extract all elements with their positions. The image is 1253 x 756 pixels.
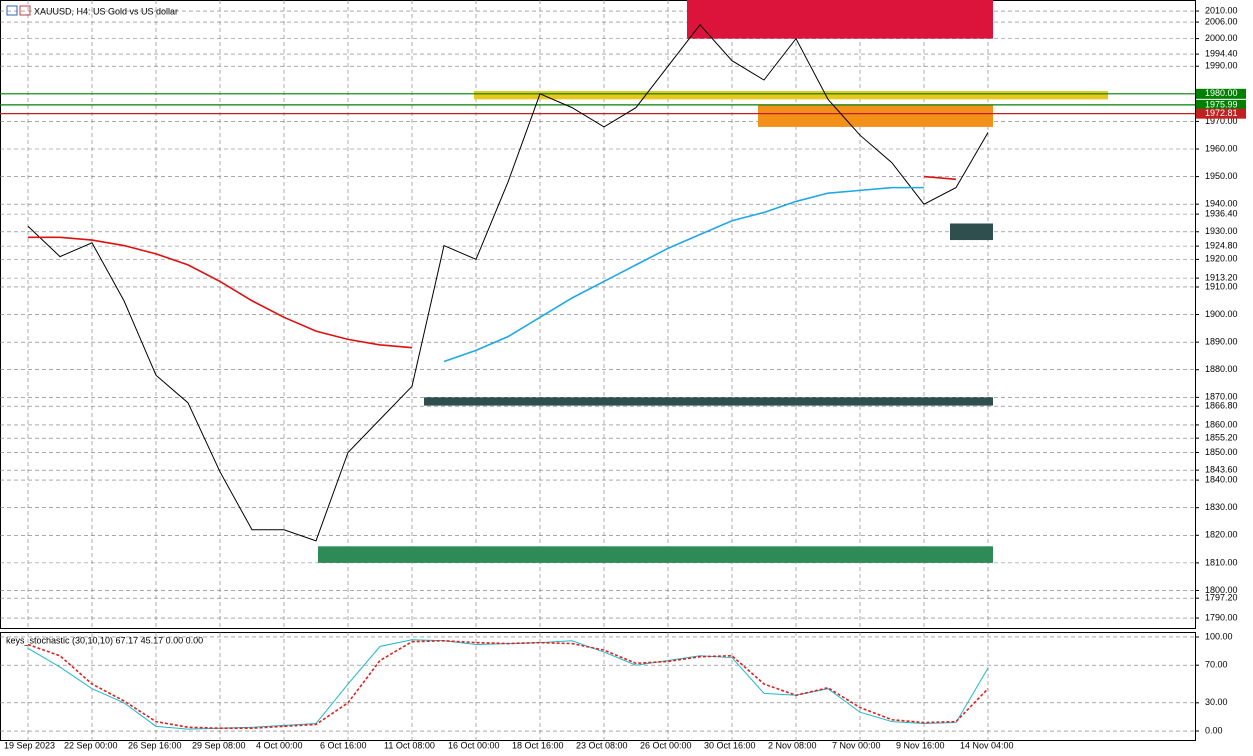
y-tick-label: 2006.00	[1205, 16, 1238, 26]
x-tick-label: 11 Oct 08:00	[384, 740, 435, 750]
y-tick-label: 1840.00	[1205, 474, 1238, 484]
series-line	[27, 639, 989, 730]
y-tick-label: 2010.00	[1205, 5, 1238, 15]
y-tick-label: 1994.40	[1205, 48, 1238, 58]
y-tick-label: 1920.00	[1205, 254, 1238, 264]
y-tick-label: 30.00	[1205, 697, 1228, 707]
x-tick-label: 14 Nov 04:00	[960, 740, 1014, 750]
x-tick-label: 29 Sep 08:00	[192, 740, 246, 750]
indicator-title: keys_stochastic (30,10,10) 67.17 45.17 0…	[6, 635, 203, 645]
level-tag	[1196, 88, 1246, 99]
zone	[474, 91, 1108, 100]
y-tick-label: 1990.00	[1205, 61, 1238, 71]
y-tick-label: 1870.00	[1205, 392, 1238, 402]
y-tick-label: 1866.80	[1205, 401, 1238, 411]
series-line	[443, 186, 924, 363]
x-tick-label: 16 Oct 00:00	[448, 740, 500, 750]
x-tick-label: 23 Oct 08:00	[576, 740, 628, 750]
icon	[6, 5, 18, 16]
level-tag	[1196, 108, 1246, 119]
zone	[424, 397, 993, 406]
x-tick-label: 7 Nov 00:00	[832, 740, 881, 750]
x-tick-label: 26 Oct 00:00	[640, 740, 692, 750]
y-tick-label: 1960.00	[1205, 143, 1238, 153]
x-tick-label: 30 Oct 16:00	[704, 740, 756, 750]
series-line	[28, 236, 413, 349]
y-tick-label: 1950.00	[1205, 171, 1238, 181]
y-tick-label: 1900.00	[1205, 309, 1238, 319]
x-tick-label: 26 Sep 16:00	[128, 740, 182, 750]
y-tick-label: 2000.00	[1205, 33, 1238, 43]
y-tick-label: 1800.00	[1205, 585, 1238, 595]
y-tick-label: 1830.00	[1205, 502, 1238, 512]
series-line	[27, 24, 989, 542]
icon	[19, 5, 31, 16]
zone	[687, 0, 993, 39]
level-tag	[1196, 99, 1246, 110]
y-tick-label: 1913.20	[1205, 273, 1238, 283]
chart-title: XAUUSD, H4: US Gold vs US dollar	[34, 6, 178, 16]
y-tick-label: 1820.00	[1205, 530, 1238, 540]
y-tick-label: 1860.00	[1205, 419, 1238, 429]
zone	[318, 546, 993, 563]
x-tick-label: 4 Oct 00:00	[256, 740, 303, 750]
level-label: 1980.00	[1205, 88, 1238, 98]
x-tick-label: 9 Nov 16:00	[896, 740, 945, 750]
y-tick-label: 70.00	[1205, 660, 1228, 670]
y-tick-label: 1855.20	[1205, 433, 1238, 443]
series-line	[923, 175, 957, 181]
y-tick-label: 1910.00	[1205, 281, 1238, 291]
y-tick-label: 1810.00	[1205, 557, 1238, 567]
y-tick-label: 1843.60	[1205, 465, 1238, 475]
y-tick-label: 1930.00	[1205, 226, 1238, 236]
zone	[758, 104, 993, 127]
y-tick-label: 1936.40	[1205, 208, 1238, 218]
series-line	[27, 639, 989, 730]
x-tick-label: 18 Oct 16:00	[512, 740, 564, 750]
y-tick-label: 1924.80	[1205, 240, 1238, 250]
y-tick-label: 1790.00	[1205, 612, 1238, 622]
level-label: 1975.99	[1205, 99, 1238, 109]
level-label: 1972.81	[1205, 108, 1238, 118]
y-tick-label: 0.00	[1205, 725, 1223, 735]
y-tick-label: 100.00	[1205, 631, 1233, 641]
y-tick-label: 1880.00	[1205, 364, 1238, 374]
x-tick-label: 22 Sep 00:00	[64, 740, 118, 750]
zone	[950, 223, 993, 241]
x-tick-label: 19 Sep 2023	[4, 740, 55, 750]
y-tick-label: 1850.00	[1205, 447, 1238, 457]
sub-frame	[0, 632, 1196, 741]
y-tick-label: 1890.00	[1205, 337, 1238, 347]
y-tick-label: 1797.20	[1205, 593, 1238, 603]
x-tick-label: 6 Oct 16:00	[320, 740, 367, 750]
y-tick-label: 1970.00	[1205, 116, 1238, 126]
x-tick-label: 2 Nov 08:00	[768, 740, 817, 750]
y-tick-label: 1940.00	[1205, 199, 1238, 209]
